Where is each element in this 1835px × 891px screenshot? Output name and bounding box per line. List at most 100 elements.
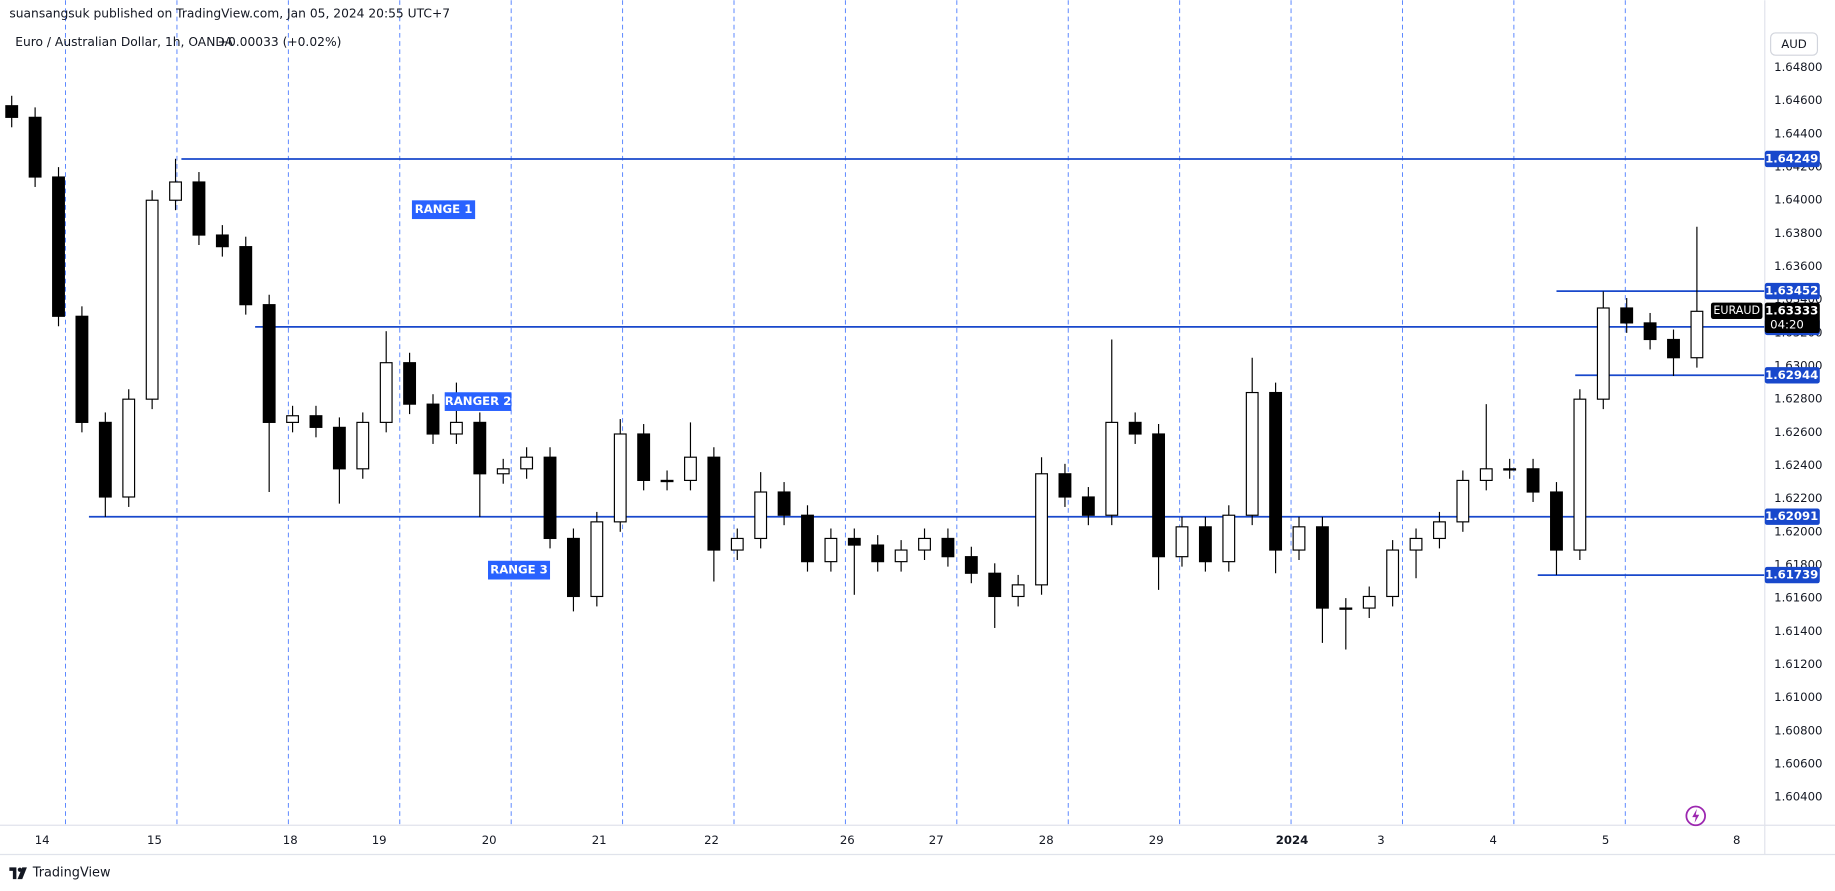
annotation-box [488,560,551,580]
x-tick-label: 18 [283,833,298,847]
y-tick-label: 1.64600 [1774,93,1822,107]
y-tick-label: 1.61600 [1774,591,1822,605]
candle-body [98,421,112,498]
candle-body [988,572,1002,598]
candle-body [894,549,908,563]
alert-bolt[interactable] [1692,808,1700,823]
candle-body [403,362,417,405]
candle-body [215,234,229,248]
price-change: +0.00033 (+0.02%) [218,35,342,49]
y-tick-label: 1.62000 [1774,524,1822,538]
candle-body [262,304,276,423]
publisher-line: suansangsuk published on TradingView.com… [9,7,450,21]
candle-body [918,537,931,551]
countdown: 04:20 [1770,317,1804,331]
candle-body [122,398,136,498]
x-tick-label: 4 [1490,833,1497,847]
last-price-box [1764,302,1820,334]
level-price-label: 1.62944 [1765,368,1818,382]
y-tick-label: 1.60600 [1774,756,1822,770]
candle-body [964,556,978,574]
candle-body [1596,307,1610,400]
candle-body [1479,468,1493,481]
annotation: RANGE 3 [490,563,548,577]
candle-body [286,415,300,423]
annotation: RANGE 1 [415,202,473,216]
candle-body [824,537,838,563]
y-tick-label: 1.62200 [1774,491,1822,505]
level-price-label: 1.64249 [1765,151,1818,165]
x-tick-label: 14 [35,833,50,847]
candle-body [75,315,89,423]
candle-body [637,433,651,481]
candle-body [473,421,487,475]
x-tick-label: 15 [147,833,162,847]
y-tick-label: 1.62600 [1774,425,1822,439]
y-tick-label: 1.61200 [1774,657,1822,671]
candle-body [1550,491,1563,551]
candle-body [730,537,744,551]
candle-body [1292,526,1306,551]
annotation-box [411,200,476,220]
currency-box[interactable] [1770,32,1819,56]
candle-body [426,403,440,435]
candle-body [754,491,768,540]
candle-body [1175,526,1189,558]
plot-area [5,0,1765,826]
y-tick-label: 1.64800 [1774,60,1822,74]
level-price-box [1764,566,1820,584]
x-tick-label: 22 [704,833,719,847]
candle-body [239,246,253,306]
level-price-label: 1.62091 [1765,509,1818,523]
candle-body [192,181,206,236]
alert-circle[interactable] [1685,805,1706,827]
logo-mark [9,867,17,880]
level-price-box [1764,150,1820,168]
x-tick-label: 27 [929,833,944,847]
y-tick-label: 1.62400 [1774,458,1822,472]
candle-body [520,456,534,470]
level-price-box [1764,508,1820,525]
x-tick-label: 21 [592,833,607,847]
candle-body [1386,549,1400,598]
candle-body [449,421,463,435]
candle-body [52,176,65,317]
x-tick-label: 26 [840,833,855,847]
x-tick-label: 29 [1149,833,1164,847]
candle-body [684,456,697,481]
candle-body [567,537,580,598]
candle-body [1105,421,1119,516]
y-tick-label: 1.64400 [1774,126,1822,140]
y-tick-label: 1.62800 [1774,392,1822,406]
candle-body [543,456,557,540]
candle-body [496,468,510,475]
candle-body [1011,584,1025,598]
candle-body [1667,338,1680,359]
candle-body [1526,468,1540,493]
y-tick-label: 1.64000 [1774,193,1822,207]
candle-body [1643,322,1657,341]
y-tick-label: 1.63800 [1774,226,1822,240]
candle-body [613,433,627,523]
candle-body [356,421,370,470]
candle-body [1456,479,1470,523]
alert-icon[interactable] [1685,805,1706,827]
annotation: RANGER 2 [445,394,512,408]
level-price-box [1764,367,1820,384]
candle-body [590,521,604,598]
candle-body [1035,473,1048,586]
level-price-label: 1.63452 [1765,284,1818,298]
candle-body [1058,473,1072,498]
currency[interactable]: AUD [1781,37,1807,51]
candle-body [1503,468,1517,471]
symbol-line: Euro / Australian Dollar, 1h, OANDA [15,35,233,49]
y-tick-label: 1.61400 [1774,624,1822,638]
y-tick-label: 1.60800 [1774,723,1822,737]
x-tick-label: 20 [482,833,497,847]
candle-body [660,479,674,483]
candle-body [1433,521,1446,540]
candle-body [801,514,814,563]
candle-body [1690,310,1704,359]
candle-body [145,199,159,400]
